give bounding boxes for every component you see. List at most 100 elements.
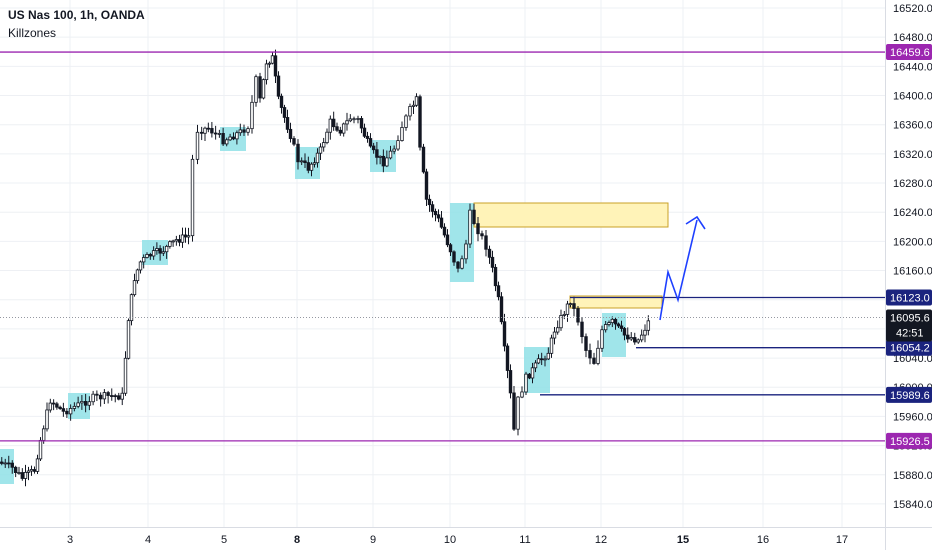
candle-body [161,251,166,254]
candle-body [318,146,323,154]
price-labels: 16459.6 16123.0 16054.2 15989.6 15926.5 16095… [886,44,932,449]
candle-body [375,149,379,158]
candle-body [381,155,386,167]
candle-body [588,350,592,359]
candle-body [155,248,159,252]
candle-body [325,131,329,144]
candle-body [487,248,492,258]
candle-body [292,138,296,145]
supply-zone-lower [569,295,663,309]
candle-body [520,391,524,398]
candle-body [171,240,175,243]
indicator-label[interactable]: Killzones [8,26,57,40]
y-tick-label: 16280.0 [893,178,932,190]
level-price-text: 15926.5 [890,436,930,448]
candle-body [29,469,34,472]
killzone-boxes [0,127,626,484]
candle-body [418,96,422,148]
candle-body [362,127,367,137]
candle-body [646,320,651,331]
level-price-tag [886,432,932,449]
candle-body [299,160,304,163]
candle-body [48,402,53,411]
level-price-tag [886,386,932,403]
candle-body [356,118,360,120]
candle-body [572,303,576,309]
candle-body [421,146,426,173]
y-tick-label: 15840.0 [893,499,932,511]
candle-body [400,127,404,141]
y-tick-label: 16400.0 [893,91,932,103]
candle-body [505,345,510,371]
candle-body [41,428,46,441]
candle-body [530,367,535,379]
candle-body [51,402,56,405]
candle-body [539,358,544,361]
candle-body [123,357,128,394]
candle-body [141,257,146,263]
candle-body [404,115,408,128]
candle-body [113,395,117,398]
candle-body [626,334,630,340]
candle-body [576,308,580,323]
candle-body [177,239,182,243]
candle-body [345,120,349,125]
x-tick-label: 4 [145,534,151,546]
candle-body [306,162,311,171]
candle-body [250,101,254,130]
candle-body [565,303,570,315]
level-price-text: 16054.2 [890,343,930,355]
candle-body [460,258,464,269]
candle-body [315,152,320,164]
supply-zone-upper [473,202,669,228]
symbol-title[interactable]: US Nas 100, 1h, OANDA [8,8,145,22]
candle-body [408,106,412,117]
candle-body [436,214,441,219]
candle-body [138,261,143,271]
candle-body [445,234,450,246]
candle-body [352,118,356,121]
candle-body [102,392,107,400]
candle-body [536,358,541,364]
x-tick-label: 12 [595,534,607,546]
projection-path [659,219,698,321]
candle-body [303,160,307,164]
candle-body [213,132,218,135]
candle-body [338,129,343,134]
candle-body [388,150,393,159]
candle-body [91,393,95,403]
candle-body [87,401,92,406]
y-tick-label: 16520.0 [893,3,932,15]
candle-body [55,403,59,408]
candle-body [555,327,560,333]
candle-body [270,55,275,64]
candle-body [592,357,596,364]
candle-body [135,269,140,282]
candle-body [464,243,468,260]
candle-body [549,337,554,354]
chart-legend: US Nas 100, 1h, OANDA Killzones [8,6,145,42]
candle-body [331,118,336,128]
candle-body [546,352,551,360]
candle-body [639,334,644,341]
candle-body [633,337,637,343]
candle-body [3,462,7,465]
candle-body [472,209,476,225]
candle-body [596,347,600,364]
candle-body [129,294,134,322]
countdown-text: 42:51 [896,328,924,340]
candle-body [610,318,615,324]
level-price-tag [886,289,932,306]
candle-body [442,226,447,236]
candle-body [254,76,258,103]
candle-body [228,136,232,141]
candle-body [285,117,290,130]
candle-body [242,129,246,133]
candles [0,49,651,487]
candle-body [13,466,18,473]
candle-body [496,285,501,298]
candle-body [145,254,149,258]
candle-body [512,392,516,430]
x-tick-label: 16 [757,534,769,546]
